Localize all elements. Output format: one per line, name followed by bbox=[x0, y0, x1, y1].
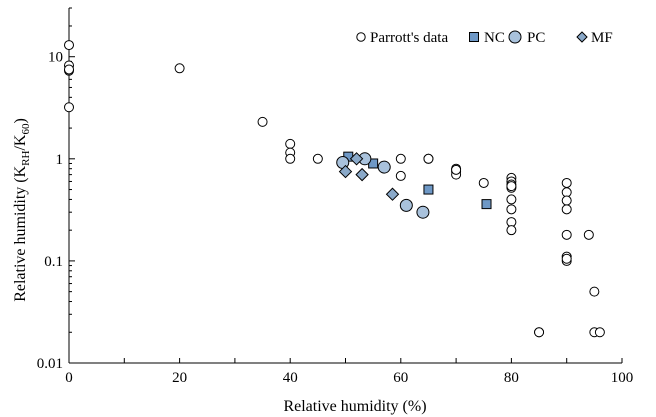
data-point bbox=[561, 204, 572, 215]
data-point bbox=[338, 164, 353, 179]
ticks: 0 20 40 60 80 100 0.01 0.1 1 10 bbox=[37, 7, 634, 386]
legend-label: PC bbox=[527, 30, 545, 46]
data-point bbox=[416, 205, 430, 219]
y-axis-label: Relative humidity (KRH/K60) bbox=[12, 118, 32, 302]
data-point bbox=[561, 229, 572, 240]
data-point bbox=[506, 181, 517, 192]
legend-marker bbox=[576, 31, 588, 43]
legend-label: MF bbox=[591, 30, 613, 46]
data-point bbox=[583, 229, 594, 240]
data-point bbox=[506, 194, 517, 205]
x-tick-label: 0 bbox=[65, 370, 73, 386]
data-point bbox=[355, 167, 369, 182]
data-point bbox=[534, 327, 545, 338]
data-point bbox=[64, 64, 74, 75]
legend: Parrott's data NC PC MF bbox=[356, 30, 613, 46]
x-axis-label: Relative humidity (%) bbox=[283, 398, 426, 415]
x-tick-label: 100 bbox=[611, 370, 634, 386]
data-point bbox=[312, 153, 323, 164]
data-point bbox=[285, 138, 296, 149]
data-point bbox=[174, 63, 185, 74]
data-point bbox=[423, 184, 434, 195]
legend-marker bbox=[356, 32, 366, 42]
legend-marker bbox=[469, 32, 479, 42]
axes bbox=[68, 8, 622, 364]
x-tick-label: 80 bbox=[504, 370, 519, 386]
data-point bbox=[594, 327, 605, 338]
data-point bbox=[285, 153, 296, 164]
y-tick-label: 10 bbox=[48, 50, 63, 66]
data-point bbox=[257, 116, 268, 127]
x-tick-label: 60 bbox=[393, 370, 408, 386]
legend-item: Parrott's data bbox=[356, 30, 448, 46]
data-point bbox=[561, 187, 572, 198]
legend-item: PC bbox=[508, 30, 545, 46]
series-circle-0 bbox=[64, 40, 605, 338]
legend-item: MF bbox=[576, 30, 613, 46]
y-tick-label: 1 bbox=[56, 152, 64, 168]
data-point bbox=[64, 40, 74, 51]
data-point bbox=[423, 153, 434, 164]
legend-marker bbox=[508, 30, 522, 44]
data-point bbox=[395, 153, 406, 164]
series-circle-2 bbox=[336, 152, 430, 219]
x-tick-label: 40 bbox=[283, 370, 298, 386]
x-tick-label: 20 bbox=[172, 370, 187, 386]
data-point bbox=[561, 253, 572, 264]
legend-label: Parrott's data bbox=[370, 30, 448, 46]
data-point bbox=[561, 177, 572, 188]
data-point bbox=[506, 204, 517, 215]
data-point bbox=[385, 187, 400, 201]
data-point bbox=[561, 195, 572, 206]
data-points bbox=[64, 40, 605, 338]
y-tick-label: 0.1 bbox=[44, 254, 63, 270]
data-point bbox=[506, 225, 517, 236]
legend-item: NC bbox=[469, 30, 505, 46]
data-point bbox=[349, 152, 364, 166]
data-point bbox=[589, 286, 600, 297]
series-diamond-3 bbox=[338, 152, 400, 201]
data-point bbox=[64, 102, 74, 113]
data-point bbox=[377, 160, 391, 174]
data-point bbox=[481, 199, 492, 210]
data-point bbox=[478, 177, 489, 188]
y-tick-label: 0.01 bbox=[37, 356, 63, 372]
data-point bbox=[399, 198, 413, 212]
legend-label: NC bbox=[484, 30, 505, 46]
data-point bbox=[395, 170, 406, 181]
data-point bbox=[451, 164, 462, 175]
